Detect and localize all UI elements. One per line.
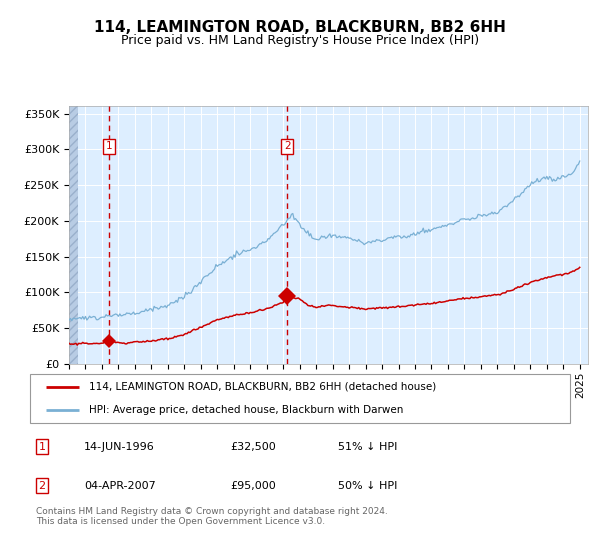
Text: 04-APR-2007: 04-APR-2007 <box>84 481 156 491</box>
Bar <box>69 106 78 364</box>
FancyBboxPatch shape <box>30 374 570 423</box>
Text: 114, LEAMINGTON ROAD, BLACKBURN, BB2 6HH: 114, LEAMINGTON ROAD, BLACKBURN, BB2 6HH <box>94 20 506 35</box>
Text: 114, LEAMINGTON ROAD, BLACKBURN, BB2 6HH (detached house): 114, LEAMINGTON ROAD, BLACKBURN, BB2 6HH… <box>89 382 437 392</box>
Text: 1: 1 <box>106 141 113 151</box>
Text: 50% ↓ HPI: 50% ↓ HPI <box>338 481 397 491</box>
Text: £32,500: £32,500 <box>230 442 275 451</box>
Text: HPI: Average price, detached house, Blackburn with Darwen: HPI: Average price, detached house, Blac… <box>89 405 404 416</box>
Text: £95,000: £95,000 <box>230 481 275 491</box>
Text: 2: 2 <box>38 481 46 491</box>
Text: 1: 1 <box>38 442 46 451</box>
Text: Contains HM Land Registry data © Crown copyright and database right 2024.
This d: Contains HM Land Registry data © Crown c… <box>36 507 388 526</box>
Text: 51% ↓ HPI: 51% ↓ HPI <box>338 442 397 451</box>
Text: 14-JUN-1996: 14-JUN-1996 <box>84 442 155 451</box>
Text: 2: 2 <box>284 141 290 151</box>
Text: Price paid vs. HM Land Registry's House Price Index (HPI): Price paid vs. HM Land Registry's House … <box>121 34 479 46</box>
